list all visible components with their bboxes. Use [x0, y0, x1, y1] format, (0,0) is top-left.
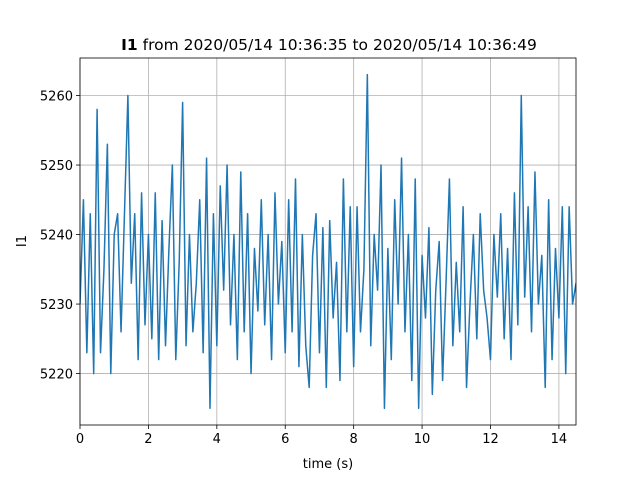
x-tick-label: 12: [482, 432, 499, 447]
y-tick-label: 5250: [40, 159, 73, 174]
x-tick-label: 14: [551, 432, 568, 447]
y-axis-label: I1: [15, 235, 30, 247]
y-tick-label: 5230: [40, 298, 73, 313]
title-series: I1: [121, 36, 138, 54]
x-axis-label: time (s): [303, 457, 353, 472]
y-tick-label: 5240: [40, 229, 73, 244]
chart-title: I1 from 2020/05/14 10:36:35 to 2020/05/1…: [121, 36, 537, 54]
x-tick-label: 10: [414, 432, 431, 447]
data-line: [80, 73, 576, 410]
title-text: from 2020/05/14 10:36:35 to 2020/05/14 1…: [143, 36, 537, 54]
x-tick-label: 6: [281, 432, 289, 447]
x-tick-label: 2: [144, 432, 152, 447]
y-tick-label: 5260: [40, 90, 73, 105]
x-tick-label: 8: [350, 432, 358, 447]
y-tick-label: 5220: [40, 368, 73, 383]
x-tick-label: 0: [76, 432, 84, 447]
plot-frame: [79, 57, 577, 426]
x-tick-label: 4: [213, 432, 221, 447]
